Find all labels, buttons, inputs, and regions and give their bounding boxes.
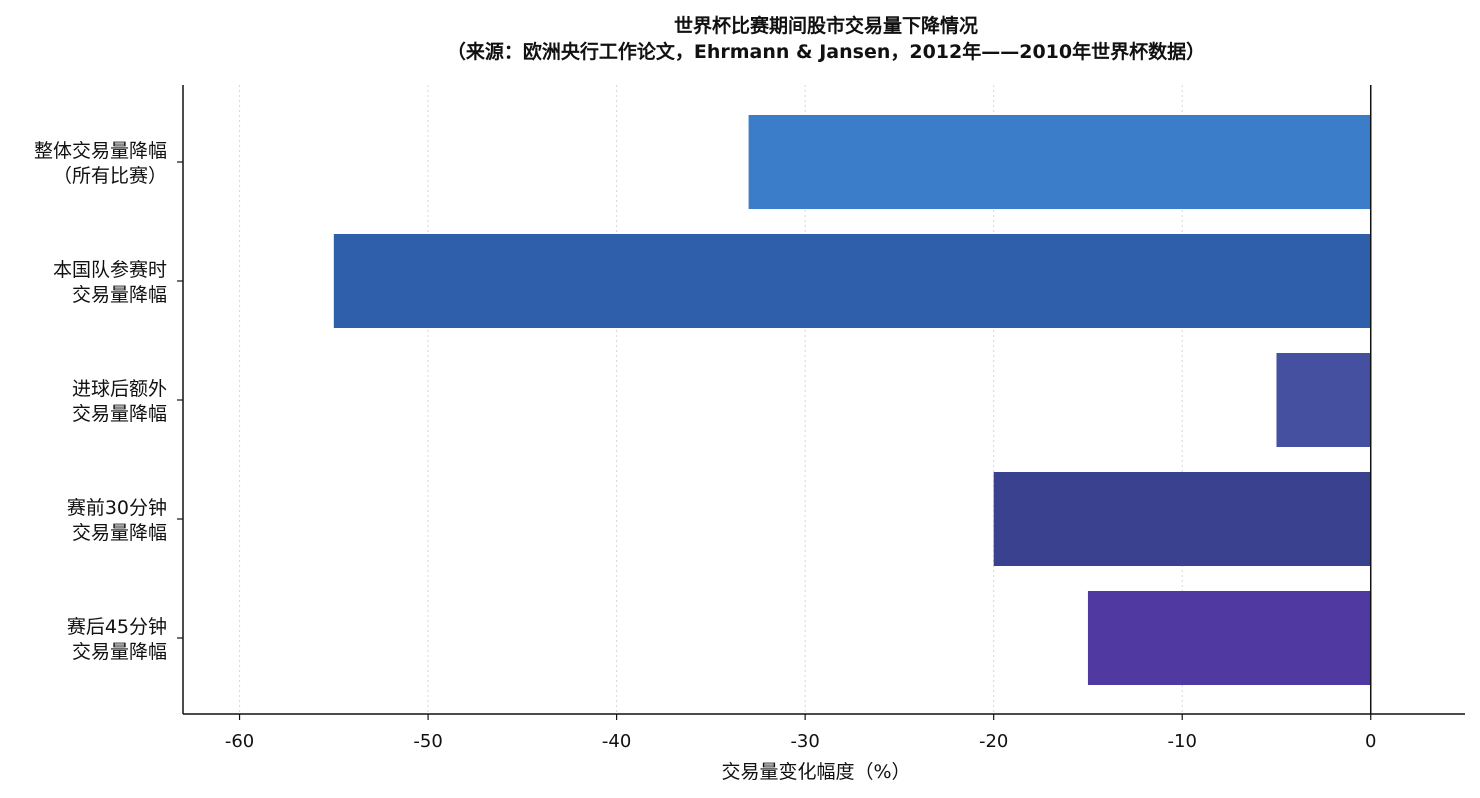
category-label-4: 赛后45分钟交易量降幅	[67, 616, 167, 663]
x-tick-label-6: 0	[1365, 731, 1376, 752]
category-label-1: 本国队参赛时交易量降幅	[53, 259, 167, 306]
bar-0	[748, 115, 1371, 209]
x-tick-label-1: -50	[413, 731, 442, 752]
category-labels: 整体交易量降幅（所有比赛） 本国队参赛时交易量降幅进球后额外交易量降幅赛前30分钟…	[34, 140, 167, 663]
x-axis-label: 交易量变化幅度（%）	[721, 761, 910, 783]
bar-1	[333, 234, 1371, 328]
x-tick-label-2: -40	[602, 731, 631, 752]
category-label-2: 进球后额外交易量降幅	[72, 378, 167, 425]
axes	[177, 85, 1465, 720]
x-tick-label-4: -20	[979, 731, 1008, 752]
chart-title: 世界杯比赛期间股市交易量下降情况	[674, 14, 978, 37]
x-tick-labels: -60 -50 -40 -30 -20 -10 0	[225, 731, 1377, 752]
x-tick-label-3: -30	[790, 731, 819, 752]
x-tick-label-0: -60	[225, 731, 254, 752]
chart-subtitle: （来源：欧洲央行工作论文，Ehrmann & Jansen，2012年——201…	[447, 40, 1205, 63]
bar-3	[993, 472, 1371, 566]
bars	[333, 115, 1371, 685]
category-label-0: 整体交易量降幅（所有比赛）	[34, 140, 167, 187]
bar-2	[1276, 353, 1371, 447]
category-label-3: 赛前30分钟交易量降幅	[67, 497, 167, 544]
x-tick-label-5: -10	[1168, 731, 1197, 752]
bar-4	[1087, 591, 1371, 685]
